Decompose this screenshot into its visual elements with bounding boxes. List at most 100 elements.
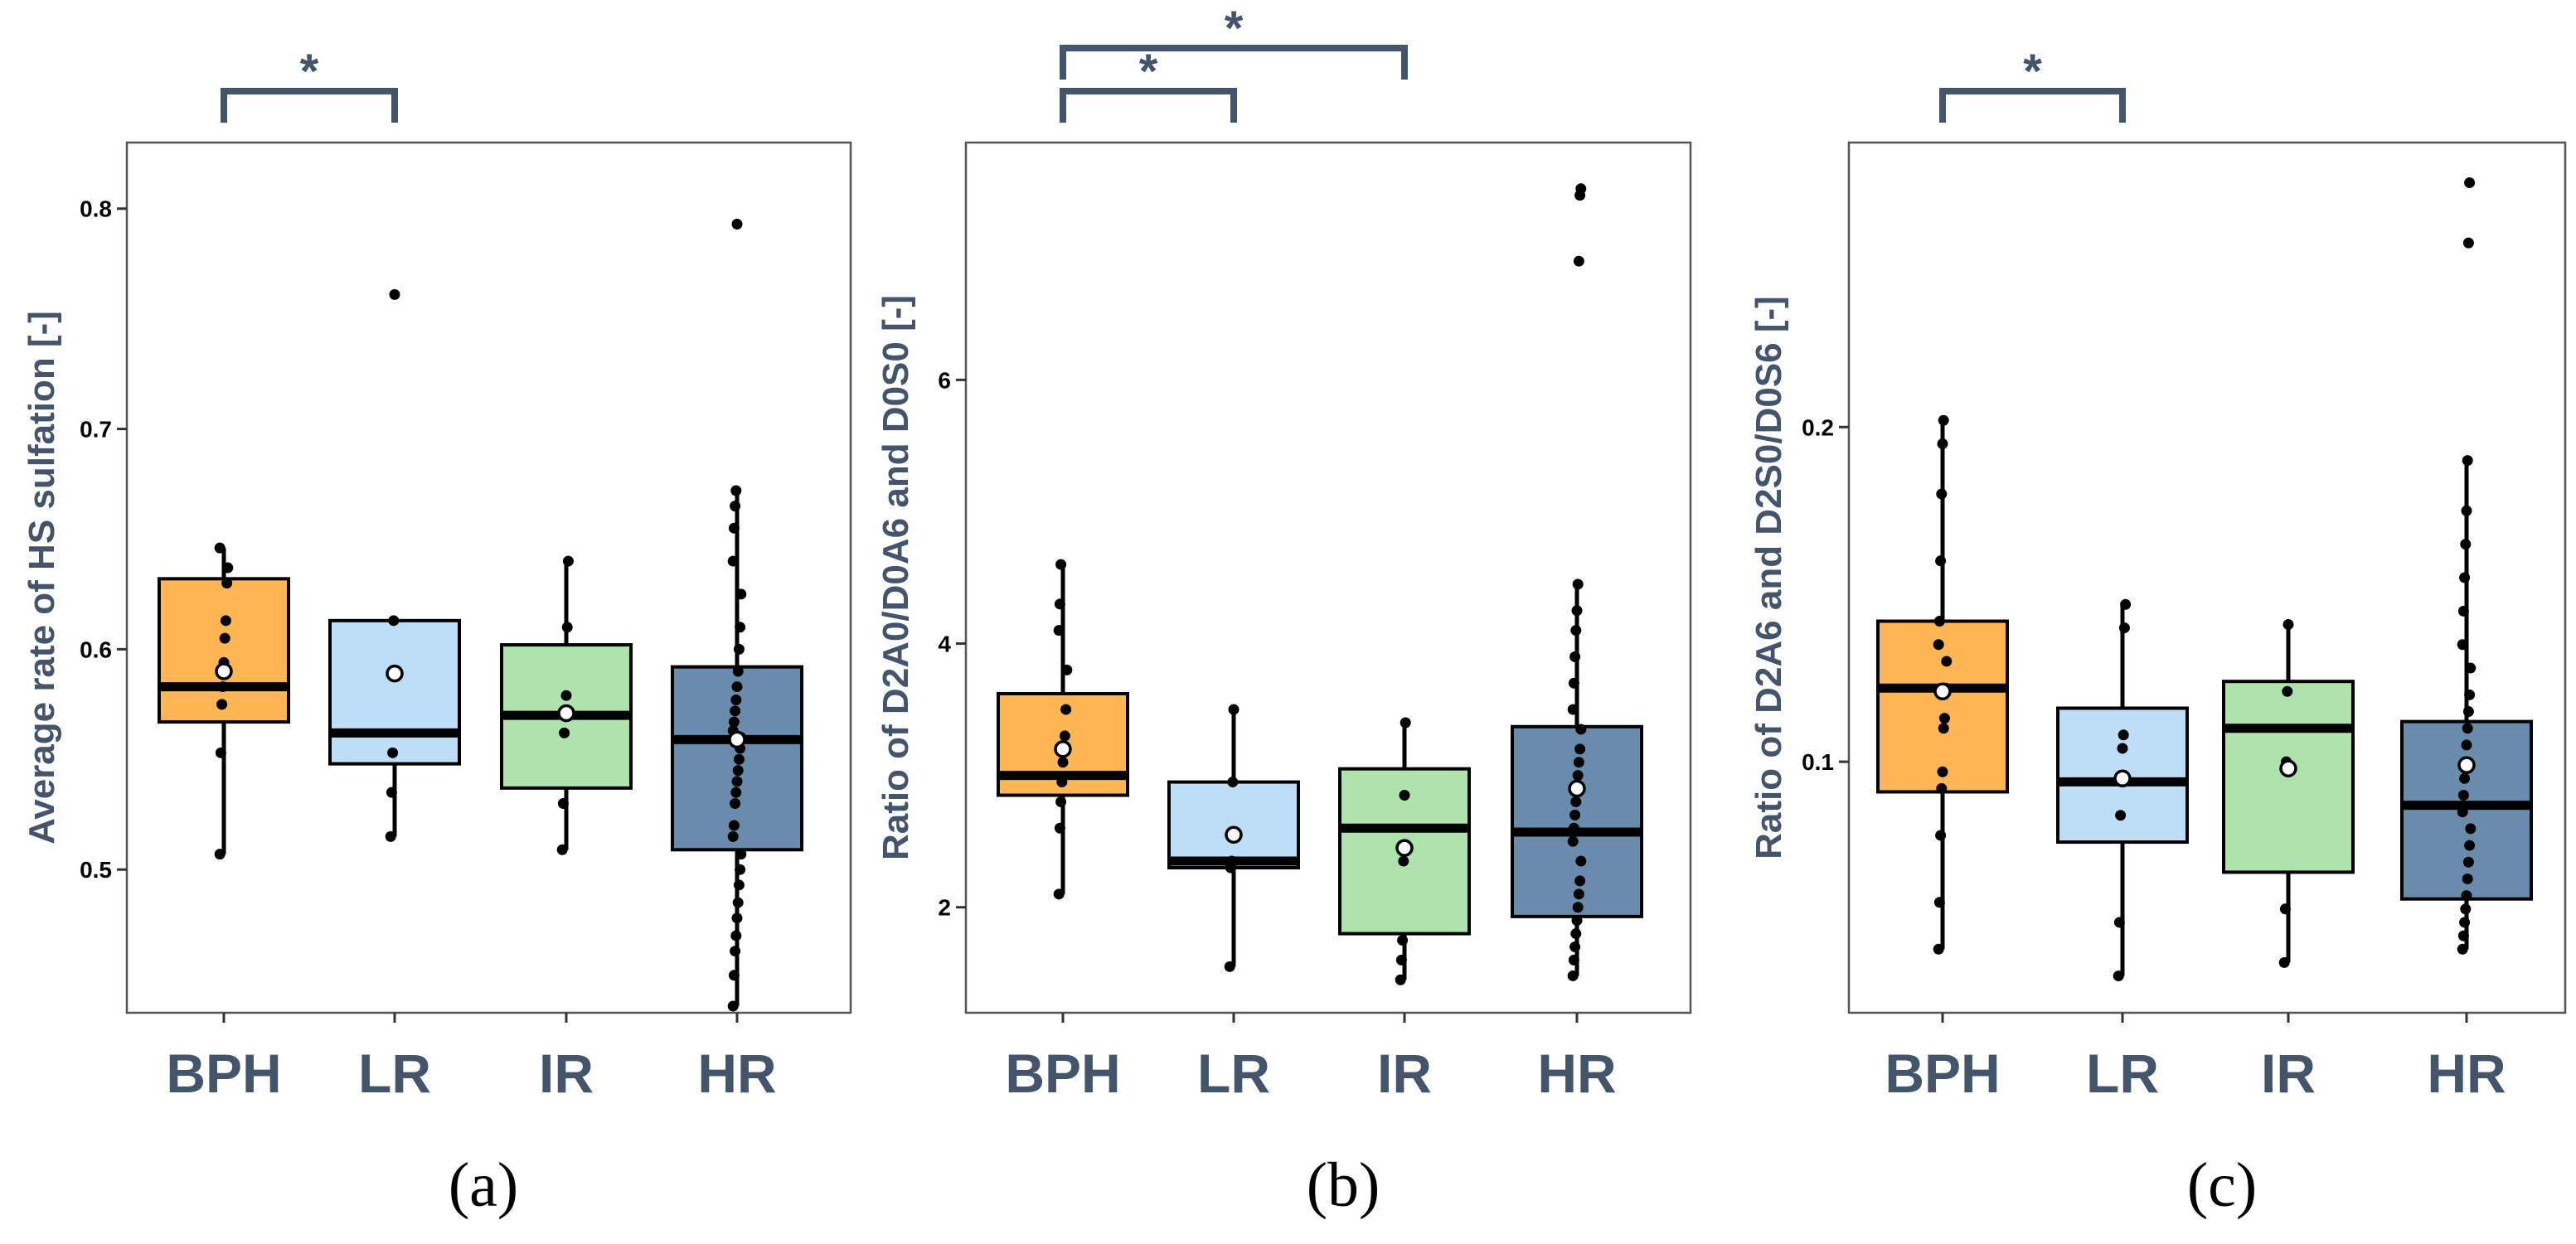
data-point: [2460, 539, 2472, 550]
mean-marker: [2113, 769, 2132, 788]
data-point: [1227, 777, 1239, 788]
data-point: [1575, 724, 1587, 735]
box-body: [158, 577, 290, 724]
data-point: [1567, 704, 1579, 715]
box-hr: [1511, 183, 1643, 1023]
box-bph: [997, 559, 1129, 1023]
y-tick-label: 0.5: [80, 857, 112, 883]
data-point: [1059, 730, 1070, 742]
data-point: [1055, 559, 1067, 570]
data-point: [727, 830, 739, 842]
data-point: [730, 787, 742, 798]
data-point: [2118, 622, 2130, 634]
data-point: [1936, 782, 1948, 794]
significance-star: *: [1225, 2, 1244, 56]
data-point: [1937, 438, 1948, 449]
data-point: [732, 897, 744, 908]
data-point: [1399, 790, 1410, 801]
box-hr: [671, 218, 803, 1023]
data-point: [2113, 971, 2124, 982]
box-lr: [2056, 598, 2189, 1023]
category-label-hr: HR: [697, 1043, 776, 1104]
data-point: [735, 849, 747, 860]
data-point: [1224, 961, 1235, 972]
y-axis-label: Average rate of HS sulfation [-]: [22, 311, 62, 845]
data-point: [733, 753, 745, 765]
data-point: [735, 622, 746, 633]
data-point: [2461, 739, 2472, 751]
panel-label: (b): [1307, 1150, 1380, 1220]
box-bph: [1876, 414, 2009, 1023]
mean-marker: [1933, 682, 1952, 701]
category-label-lr: LR: [358, 1043, 431, 1104]
y-tick-label: 0.7: [80, 417, 112, 443]
data-point: [1057, 757, 1069, 768]
data-point: [2120, 598, 2132, 610]
data-point: [1570, 928, 1582, 940]
data-point: [727, 555, 739, 567]
data-point: [389, 288, 400, 300]
data-point: [1054, 822, 1065, 834]
data-point: [2117, 743, 2128, 754]
data-point: [735, 864, 746, 875]
data-point: [2464, 177, 2476, 188]
chart-panel-b: 2 4 6 Ratio of D2A0/D0A6 and D0S0 [-] BPH LR I…: [876, 2, 1692, 1220]
data-point: [2462, 237, 2474, 249]
data-point: [1936, 488, 1948, 500]
data-point: [2462, 706, 2474, 718]
data-point: [1053, 625, 1065, 637]
bracket-line: [221, 88, 398, 123]
data-point: [1938, 713, 1950, 724]
y-tick-label: 0.1: [1802, 749, 1834, 775]
category-label-bph: BPH: [166, 1043, 281, 1104]
data-point: [2461, 890, 2472, 902]
data-point: [1573, 888, 1584, 900]
data-point: [1933, 616, 1945, 627]
mean-marker: [2279, 759, 2297, 777]
data-point: [1061, 664, 1073, 675]
significance-bracket: *: [1939, 45, 2126, 123]
data-point: [1398, 855, 1409, 867]
data-point: [2462, 455, 2473, 467]
data-point: [2457, 605, 2469, 617]
significance-bracket: *: [1060, 45, 1237, 123]
y-tick-label: 0.2: [1802, 414, 1834, 440]
data-point: [388, 615, 400, 627]
data-point: [730, 501, 741, 512]
plot-frame: [125, 141, 852, 1014]
data-point: [1941, 656, 1953, 667]
data-point: [2118, 729, 2129, 741]
data-point: [730, 485, 742, 496]
y-axis-label: Ratio of D2A0/D0A6 and D0S0 [-]: [876, 295, 916, 860]
data-point: [2462, 873, 2473, 884]
data-point: [1933, 639, 1944, 651]
box-body: [1167, 780, 1300, 869]
data-point: [222, 562, 234, 574]
data-point: [2115, 810, 2127, 821]
data-point: [1570, 625, 1582, 637]
data-point: [387, 747, 399, 758]
data-point: [385, 830, 396, 842]
data-point: [1400, 717, 1411, 728]
data-point: [2457, 639, 2468, 651]
bracket-line: [1060, 45, 1408, 80]
data-point: [1571, 915, 1583, 927]
data-point: [1574, 875, 1586, 887]
y-tick-label: 6: [938, 367, 951, 393]
data-point: [2457, 943, 2468, 955]
data-point: [2282, 685, 2293, 697]
data-point: [1933, 897, 1945, 908]
mean-marker: [728, 730, 746, 749]
y-tick-label: 0.8: [80, 196, 112, 222]
box-hr: [2400, 177, 2533, 1023]
data-point: [561, 622, 573, 633]
data-point: [1568, 954, 1579, 966]
data-point: [1567, 835, 1579, 847]
data-point: [1570, 796, 1582, 807]
data-point: [731, 681, 743, 693]
bracket-line: [1939, 88, 2126, 123]
data-point: [1395, 974, 1406, 985]
category-label-lr: LR: [2086, 1043, 2159, 1104]
data-point: [2278, 956, 2290, 968]
data-point: [735, 588, 747, 600]
